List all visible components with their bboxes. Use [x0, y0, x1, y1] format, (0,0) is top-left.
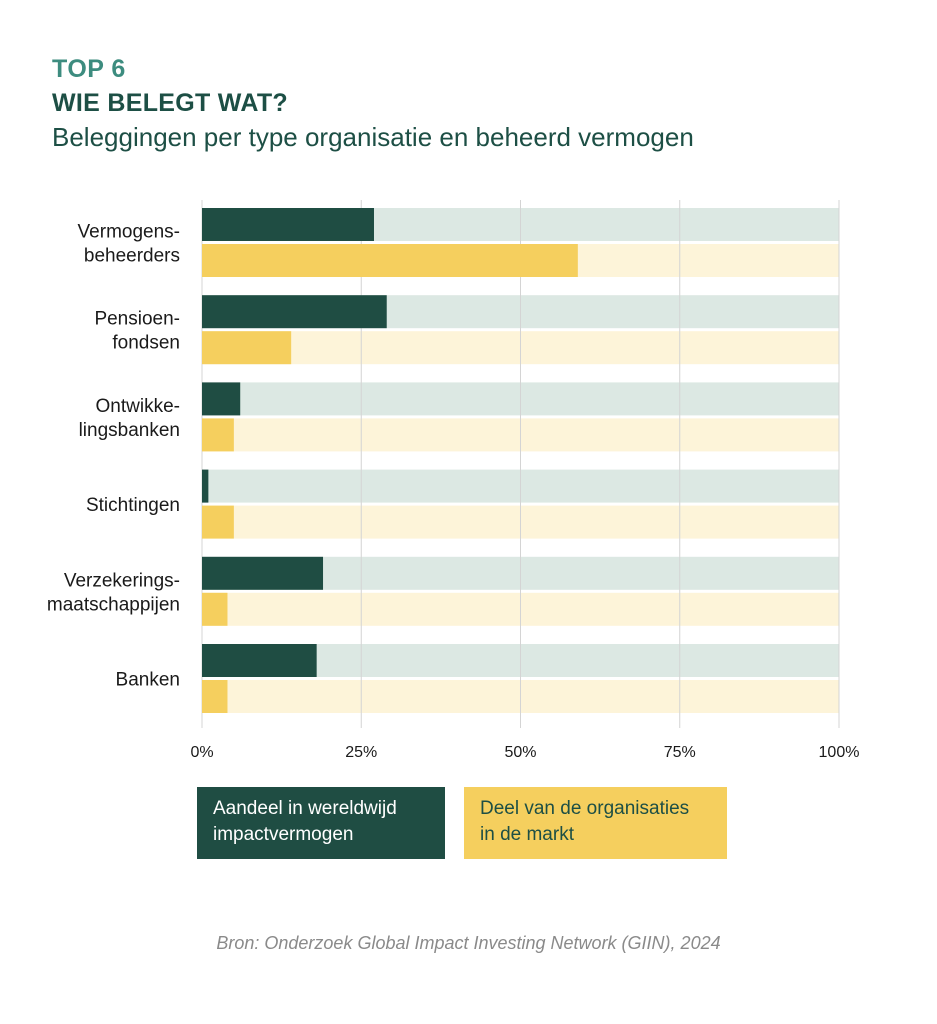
x-tick-label: 50% — [504, 744, 536, 761]
chart-subtitle: Beleggingen per type organisatie en behe… — [52, 122, 694, 152]
x-tick-label: 75% — [664, 744, 696, 761]
x-tick-label: 100% — [819, 744, 860, 761]
bar-chart: Vermogens-beheerders Pensioen-fondsen Ontw… — [47, 200, 860, 761]
category-label: Stichtingen — [86, 495, 180, 516]
chart-kicker: TOP 6 — [52, 55, 126, 83]
chart-title: WIE BELEGT WAT? — [52, 89, 288, 117]
bar — [202, 644, 317, 677]
category-label: Pensioen- — [94, 309, 180, 330]
bar — [202, 469, 209, 503]
x-tick-label: 25% — [345, 744, 377, 761]
category-label: maatschappijen — [47, 594, 180, 615]
bar — [202, 244, 578, 277]
bar — [202, 505, 234, 539]
category-label: Ontwikke- — [96, 396, 180, 417]
bar — [202, 208, 374, 241]
source-note: Bron: Onderzoek Global Impact Investing … — [216, 933, 721, 953]
legend-label-line: Aandeel in wereldwijd — [213, 798, 397, 819]
bar — [202, 418, 234, 452]
x-tick-label: 0% — [190, 744, 213, 761]
category-label: Vermogens- — [78, 222, 180, 243]
legend-label-line: impactvermogen — [213, 824, 354, 845]
category-label: Verzekerings- — [64, 570, 180, 591]
bar — [202, 295, 387, 329]
bar — [202, 331, 292, 365]
bar — [202, 382, 241, 416]
legend-item-impact-share: Aandeel in wereldwijd impactvermogen — [197, 787, 445, 859]
legend-label-line: Deel van de organisaties — [480, 798, 690, 819]
bar — [202, 680, 228, 713]
category-label: lingsbanken — [79, 420, 180, 441]
bar — [202, 592, 228, 626]
legend-item-organisations-share: Deel van de organisaties in de markt — [464, 787, 727, 859]
category-label: Banken — [116, 670, 180, 691]
category-label: beheerders — [84, 246, 180, 267]
category-label: fondsen — [112, 333, 180, 354]
bar — [202, 556, 324, 590]
legend-label-line: in de markt — [480, 824, 574, 845]
